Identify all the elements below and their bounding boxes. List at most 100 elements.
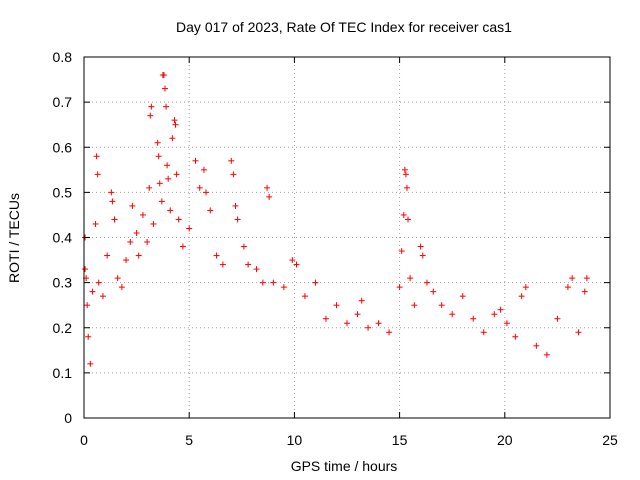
- data-point-0-101: [522, 284, 529, 291]
- data-point-0-64: [270, 279, 277, 286]
- data-point-0-16: [114, 275, 121, 282]
- data-point-0-99: [512, 333, 519, 340]
- data-point-0-60: [253, 266, 260, 273]
- x-tick-label-5: 25: [602, 432, 618, 448]
- data-point-0-40: [169, 135, 176, 142]
- data-point-0-58: [240, 243, 247, 250]
- data-point-0-96: [491, 311, 498, 318]
- data-point-0-63: [266, 193, 273, 200]
- data-point-0-3: [84, 302, 91, 309]
- data-point-0-79: [398, 248, 405, 255]
- data-point-0-90: [430, 288, 437, 295]
- data-point-0-70: [322, 315, 329, 322]
- data-point-0-25: [146, 184, 153, 191]
- y-axis-label: ROTI / TECUs: [6, 193, 22, 283]
- ticks-layer: 0 5 10 15 20 25 0 0.1 0.2 0.3 0.4 0.5 0.6 0.7 0.8: [53, 49, 618, 448]
- data-point-0-1: [82, 266, 89, 273]
- data-point-0-36: [163, 103, 170, 110]
- data-point-0-100: [518, 293, 525, 300]
- y-tick-label-8: 0.8: [53, 49, 73, 65]
- data-point-0-27: [148, 103, 155, 110]
- data-point-0-49: [200, 166, 207, 173]
- data-point-0-106: [569, 275, 576, 282]
- data-point-0-9: [94, 171, 101, 178]
- data-point-0-52: [213, 252, 220, 259]
- y-tick-label-6: 0.6: [53, 139, 73, 155]
- x-tick-label-1: 5: [185, 432, 193, 448]
- data-point-0-42: [172, 121, 179, 128]
- data-point-0-73: [354, 311, 361, 318]
- data-point-0-82: [402, 171, 409, 178]
- x-tick-label-2: 10: [287, 432, 303, 448]
- data-point-0-75: [365, 324, 372, 331]
- data-point-0-8: [93, 153, 100, 160]
- data-point-0-92: [449, 311, 456, 318]
- data-point-0-34: [160, 72, 167, 79]
- data-point-0-21: [133, 229, 140, 236]
- data-point-0-19: [127, 239, 134, 246]
- data-point-0-22: [135, 252, 142, 259]
- data-point-0-87: [417, 243, 424, 250]
- y-tick-label-4: 0.4: [53, 230, 73, 246]
- data-point-0-109: [583, 275, 590, 282]
- data-point-0-31: [156, 180, 163, 187]
- data-point-0-5: [87, 360, 94, 367]
- data-point-0-54: [228, 157, 235, 164]
- data-point-0-107: [575, 329, 582, 336]
- data-point-0-23: [139, 211, 146, 218]
- data-point-0-72: [344, 320, 350, 327]
- data-point-0-15: [111, 216, 118, 223]
- data-point-0-78: [396, 284, 403, 291]
- data-point-0-47: [192, 157, 199, 164]
- data-point-0-66: [289, 257, 296, 264]
- data-point-0-89: [423, 279, 430, 286]
- data-point-0-62: [264, 184, 271, 191]
- data-point-0-91: [438, 302, 445, 309]
- data-point-0-11: [99, 293, 106, 300]
- data-point-0-95: [480, 329, 487, 336]
- data-point-0-13: [108, 189, 115, 196]
- data-point-0-41: [171, 117, 178, 124]
- data-point-0-65: [280, 284, 287, 291]
- data-point-0-53: [219, 261, 226, 268]
- data-point-0-103: [543, 351, 550, 358]
- data-point-0-77: [386, 329, 393, 336]
- x-tick-label-4: 20: [497, 432, 513, 448]
- data-point-0-98: [503, 320, 510, 327]
- data-point-0-68: [301, 293, 308, 300]
- data-point-0-51: [207, 207, 214, 214]
- x-axis-label: GPS time / hours: [291, 458, 398, 474]
- data-point-0-14: [109, 198, 116, 205]
- y-tick-label-7: 0.7: [53, 94, 73, 110]
- data-point-0-43: [173, 171, 180, 178]
- data-point-0-108: [581, 288, 588, 295]
- data-point-0-59: [245, 261, 252, 268]
- data-point-0-10: [95, 279, 102, 286]
- data-point-0-44: [175, 216, 182, 223]
- data-point-0-50: [203, 189, 210, 196]
- data-point-0-88: [419, 252, 426, 259]
- y-tick-label-5: 0.5: [53, 184, 73, 200]
- data-point-0-26: [147, 112, 154, 119]
- chart-title: Day 017 of 2023, Rate Of TEC Index for r…: [176, 19, 512, 35]
- y-tick-label-0: 0: [64, 410, 72, 426]
- data-point-0-71: [333, 302, 340, 309]
- data-point-0-6: [89, 288, 96, 295]
- data-point-0-32: [158, 198, 165, 205]
- data-point-0-46: [186, 225, 193, 232]
- data-point-0-12: [104, 252, 111, 259]
- data-point-0-39: [167, 207, 174, 214]
- data-point-0-45: [179, 243, 186, 250]
- data-point-0-28: [150, 220, 157, 227]
- data-point-0-84: [405, 216, 412, 223]
- data-point-0-81: [401, 166, 408, 173]
- y-tick-label-1: 0.1: [53, 365, 73, 381]
- x-tick-label-0: 0: [80, 432, 88, 448]
- data-point-0-67: [293, 261, 300, 268]
- x-tick-label-3: 15: [392, 432, 408, 448]
- data-point-0-18: [123, 257, 130, 264]
- data-point-0-37: [164, 162, 171, 169]
- data-point-0-55: [230, 171, 237, 178]
- data-point-0-69: [312, 279, 319, 286]
